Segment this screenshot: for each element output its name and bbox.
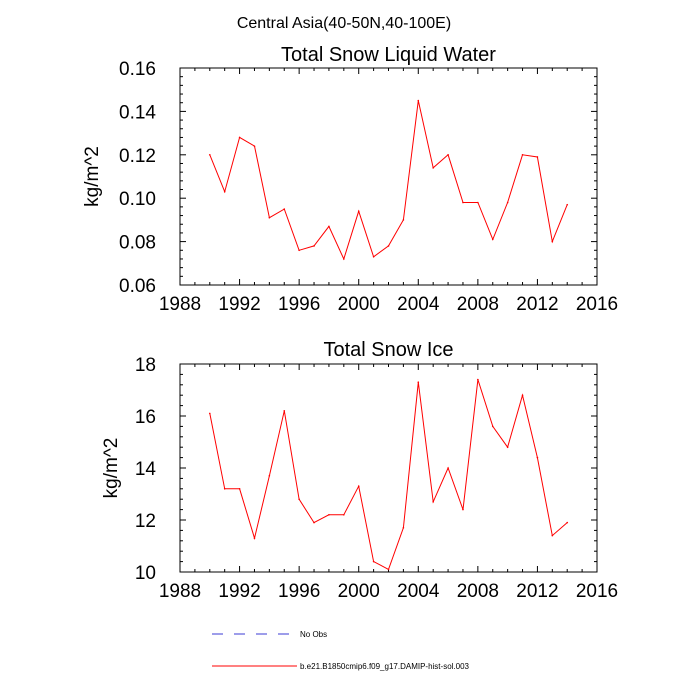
data-point: [417, 381, 420, 384]
x-tick-label: 2016: [576, 294, 618, 315]
y-tick-label: 0.12: [119, 146, 156, 167]
x-tick-label: 2004: [397, 294, 440, 315]
data-point: [402, 527, 405, 529]
data-point: [447, 467, 449, 469]
y-tick-label: 14: [135, 459, 157, 480]
data-point: [253, 145, 256, 147]
y-tick-label: 0.14: [119, 102, 156, 123]
data-point: [506, 201, 509, 204]
data-point: [521, 394, 524, 397]
y-tick-label: 12: [135, 511, 156, 532]
series-line-1: [209, 379, 568, 571]
data-point: [208, 412, 211, 415]
data-point: [223, 488, 226, 490]
y-tick-label: 0.08: [119, 233, 156, 254]
x-tick-label: 2004: [397, 581, 440, 602]
data-point: [283, 208, 286, 210]
data-point: [328, 514, 330, 516]
data-point: [387, 568, 390, 571]
x-tick-label: 1996: [278, 294, 320, 315]
data-point: [357, 485, 360, 488]
data-point: [223, 190, 226, 193]
data-point: [298, 498, 300, 501]
data-point: [208, 154, 211, 156]
x-tick-label: 1992: [218, 294, 260, 315]
data-point: [491, 425, 494, 428]
data-point: [357, 210, 360, 213]
data-point: [253, 537, 256, 539]
y-tick-label: 0.06: [119, 276, 156, 297]
data-point: [506, 446, 509, 449]
data-point: [551, 240, 554, 243]
y-axis-label: kg/m^2: [101, 438, 122, 499]
data-point: [372, 255, 375, 258]
legend: No Obs b.e21.B1850cmip6.f09_g17.DAMIP-his…: [212, 630, 470, 671]
x-tick-label: 2000: [338, 581, 380, 602]
x-tick-label: 1988: [159, 294, 201, 315]
data-point: [313, 521, 315, 524]
series-line-1: [209, 100, 568, 261]
data-point: [447, 154, 449, 156]
data-point: [372, 560, 375, 563]
data-point: [343, 258, 345, 260]
data-point: [462, 508, 464, 511]
data-point: [551, 534, 554, 537]
data-point: [283, 410, 286, 412]
x-tick-label: 2008: [457, 581, 499, 602]
data-point: [328, 225, 330, 228]
data-point: [521, 154, 524, 156]
chart-panel-1: Total Snow Liquid Water 1988 1992 1996 2000 2…: [82, 44, 618, 315]
chart-panel-2: Total Snow Ice 1988 1992 1996 2000 2004 2008 20…: [101, 339, 618, 602]
data-point: [462, 201, 464, 204]
data-point: [238, 488, 241, 490]
x-tick-label: 2000: [338, 294, 380, 315]
figure-suptitle: Central Asia(40-50N,40-100E): [237, 15, 451, 32]
data-point: [298, 249, 300, 252]
data-point: [432, 167, 434, 169]
plot-frame: [179, 363, 598, 573]
chart-title: Total Snow Liquid Water: [281, 44, 496, 66]
plot-frame: [179, 67, 598, 286]
data-point: [477, 378, 479, 381]
data-point: [402, 219, 405, 221]
chart-panels: Total Snow Liquid Water 1988 1992 1996 2000 2…: [82, 44, 618, 602]
data-point: [491, 238, 494, 241]
legend-label-1: No Obs: [300, 630, 327, 639]
data-point: [566, 203, 569, 206]
chart-title: Total Snow Ice: [323, 339, 453, 361]
x-tick-label: 2012: [516, 581, 558, 602]
x-tick-label: 1992: [218, 581, 260, 602]
data-point: [536, 156, 539, 158]
data-point: [238, 136, 241, 139]
x-tick-label: 2012: [516, 294, 558, 315]
data-point: [566, 521, 569, 524]
data-point: [432, 501, 434, 503]
data-point: [343, 514, 345, 516]
data-point: [313, 245, 315, 247]
y-tick-label: 0.16: [119, 59, 156, 80]
legend-label-2: b.e21.B1850cmip6.f09_g17.DAMIP-hist-sol.…: [300, 662, 470, 671]
x-tick-label: 1996: [278, 581, 320, 602]
data-point: [387, 245, 390, 247]
data-point: [268, 216, 271, 219]
x-tick-label: 1988: [159, 581, 201, 602]
x-tick-label: 2016: [576, 581, 618, 602]
y-axis-label: kg/m^2: [82, 146, 103, 207]
x-tick-label: 2008: [457, 294, 499, 315]
y-tick-label: 16: [135, 407, 156, 428]
y-tick-label: 18: [135, 355, 156, 376]
data-point: [477, 201, 479, 204]
data-point: [268, 475, 271, 477]
y-tick-label: 10: [135, 563, 156, 584]
data-point: [417, 99, 420, 102]
y-tick-label: 0.10: [119, 189, 156, 210]
data-point: [536, 456, 539, 459]
